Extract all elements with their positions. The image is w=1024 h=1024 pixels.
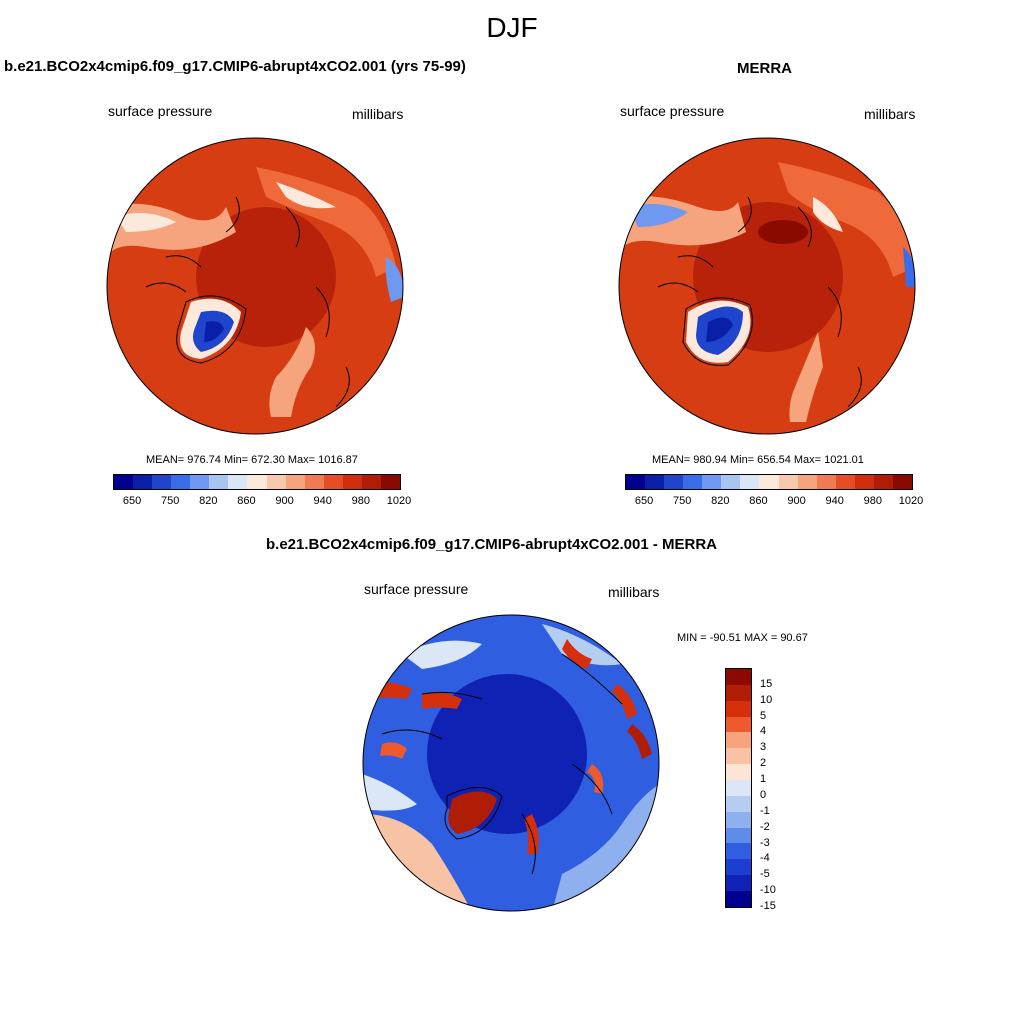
panel-left-colorbar-swatch bbox=[304, 475, 324, 489]
panel-right-colorbar-swatch bbox=[778, 475, 798, 489]
panel-right-colorbar-swatch bbox=[740, 475, 760, 489]
panel-right-colorbar-swatch bbox=[626, 475, 646, 489]
panel-right-units-label: millibars bbox=[864, 106, 916, 122]
diff-panel-colorbar-tick-label: -5 bbox=[760, 868, 770, 881]
panel-right-colorbar-swatch bbox=[816, 475, 836, 489]
diff-panel-colorbar-swatch bbox=[726, 795, 751, 812]
panel-left-colorbar-tick-label: 650 bbox=[122, 495, 142, 507]
panel-left-colorbar-tick-label: 750 bbox=[161, 495, 180, 507]
diff-panel-variable-label: surface pressure bbox=[364, 581, 469, 597]
diff-panel-colorbar-swatch bbox=[726, 875, 751, 892]
panel-right-colorbar-swatch bbox=[645, 475, 665, 489]
diff-panel-units-label: millibars bbox=[608, 584, 660, 600]
diff-panel-colorbar-swatch bbox=[726, 700, 751, 717]
panel-right-colorbar-tick-label: 900 bbox=[787, 495, 806, 507]
panel-right-colorbar-tick-label: 980 bbox=[863, 495, 883, 507]
diff-panel-colorbar-tick-label: 3 bbox=[760, 741, 767, 754]
diff-panel-colorbar-swatch bbox=[726, 891, 751, 907]
panel-left-colorbar-swatch bbox=[323, 475, 343, 489]
panel-right-polar-map bbox=[618, 137, 916, 435]
diff-panel-colorbar-swatch bbox=[726, 859, 751, 876]
panel-right-colorbar-swatch bbox=[854, 475, 874, 489]
panel-left-colorbar-swatch bbox=[114, 475, 134, 489]
panel-left-colorbar-swatch bbox=[133, 475, 153, 489]
diff-panel-colorbar-tick-label: 10 bbox=[760, 693, 773, 706]
diff-panel-colorbar-swatch bbox=[726, 843, 751, 860]
diff-panel-colorbar-swatch bbox=[726, 716, 751, 733]
panel-left-colorbar-swatch bbox=[209, 475, 229, 489]
panel-right-colorbar-tick-label: 1020 bbox=[898, 495, 924, 507]
diff-panel-polar-map bbox=[362, 614, 660, 912]
panel-left-colorbar-tick-label: 820 bbox=[199, 495, 218, 507]
panel-right-colorbar-tick-label: 750 bbox=[673, 495, 692, 507]
panel-right-colorbar bbox=[625, 474, 913, 490]
diff-panel-colorbar-swatch bbox=[726, 780, 751, 796]
panel-left-colorbar-swatch bbox=[152, 475, 172, 489]
diff-panel-colorbar-tick-label: 5 bbox=[760, 709, 767, 722]
diff-panel-colorbar-tick-label: -15 bbox=[760, 900, 776, 912]
panel-right-colorbar-swatch bbox=[892, 475, 912, 489]
panel-right-colorbar-swatch bbox=[873, 475, 893, 489]
diff-panel-colorbar-swatch bbox=[726, 669, 751, 685]
panel-right-colorbar-tick-label: 820 bbox=[711, 495, 730, 507]
diff-panel-colorbar-tick-label: 2 bbox=[760, 757, 767, 770]
panel-left-colorbar-tick-label: 1020 bbox=[386, 495, 412, 507]
season-title: DJF bbox=[486, 12, 538, 43]
diff-panel-colorbar-tick-label: -3 bbox=[760, 836, 770, 849]
panel-left-units-label: millibars bbox=[352, 106, 404, 122]
panel-left-colorbar-swatch bbox=[285, 475, 305, 489]
panel-left-variable-label: surface pressure bbox=[108, 103, 213, 119]
diff-panel-title: b.e21.BCO2x4cmip6.f09_g17.CMIP6-abrupt4x… bbox=[266, 536, 717, 553]
diff-panel-colorbar-tick-label: -10 bbox=[760, 884, 776, 897]
panel-left-colorbar-tick-label: 860 bbox=[237, 495, 256, 507]
panel-right-colorbar-swatch bbox=[759, 475, 779, 489]
panel-left-stats: MEAN= 976.74 Min= 672.30 Max= 1016.87 bbox=[146, 454, 358, 466]
diff-panel-colorbar-swatch bbox=[726, 732, 751, 749]
diff-panel-stats: MIN = -90.51 MAX = 90.67 bbox=[677, 632, 808, 644]
panel-left-colorbar-swatch bbox=[228, 475, 248, 489]
diff-panel-colorbar-swatch bbox=[726, 684, 751, 701]
panel-right-colorbar-tick-label: 860 bbox=[749, 495, 768, 507]
diff-panel-colorbar-swatch bbox=[726, 827, 751, 844]
diff-panel-colorbar-tick-label: -2 bbox=[760, 820, 770, 833]
panel-left-colorbar-tick-label: 900 bbox=[275, 495, 294, 507]
panel-right-colorbar-swatch bbox=[835, 475, 855, 489]
diff-panel-colorbar-swatch bbox=[726, 748, 751, 765]
panel-right-colorbar-swatch bbox=[683, 475, 703, 489]
panel-right-colorbar-swatch bbox=[664, 475, 684, 489]
panel-right-colorbar-swatch bbox=[797, 475, 817, 489]
panel-right-colorbar-swatch bbox=[721, 475, 741, 489]
diff-panel-colorbar-swatch bbox=[726, 764, 751, 781]
diff-panel-colorbar-swatch bbox=[726, 811, 751, 828]
panel-left-colorbar-swatch bbox=[171, 475, 191, 489]
panel-right-stats: MEAN= 980.94 Min= 656.54 Max= 1021.01 bbox=[652, 454, 864, 466]
panel-left-colorbar-swatch bbox=[380, 475, 400, 489]
diff-panel-colorbar-tick-label: -4 bbox=[760, 852, 770, 865]
panel-right-colorbar-tick-label: 940 bbox=[825, 495, 844, 507]
diff-panel-colorbar-tick-label: 4 bbox=[760, 725, 767, 738]
diff-panel-colorbar-tick-label: 0 bbox=[760, 788, 767, 801]
panel-left-colorbar-swatch bbox=[247, 475, 267, 489]
panel-right-colorbar-swatch bbox=[702, 475, 722, 489]
panel-left-colorbar bbox=[113, 474, 401, 490]
diff-panel-colorbar-tick-label: 15 bbox=[760, 677, 773, 690]
panel-left-polar-map bbox=[106, 137, 404, 435]
panel-left-colorbar-swatch bbox=[342, 475, 362, 489]
panel-right-title: MERRA bbox=[737, 60, 792, 77]
panel-left-colorbar-tick-label: 940 bbox=[313, 495, 332, 507]
panel-right-variable-label: surface pressure bbox=[620, 103, 725, 119]
panel-left-colorbar-tick-label: 980 bbox=[351, 495, 371, 507]
diff-panel-colorbar-tick-label: 1 bbox=[760, 773, 767, 786]
panel-left-title: b.e21.BCO2x4cmip6.f09_g17.CMIP6-abrupt4x… bbox=[4, 58, 466, 75]
panel-left-colorbar-swatch bbox=[361, 475, 381, 489]
diff-panel-colorbar-tick-label: -1 bbox=[760, 804, 770, 817]
panel-right-colorbar-tick-label: 650 bbox=[634, 495, 654, 507]
panel-left-colorbar-swatch bbox=[190, 475, 210, 489]
diff-panel-colorbar bbox=[725, 668, 752, 908]
panel-left-colorbar-swatch bbox=[266, 475, 286, 489]
